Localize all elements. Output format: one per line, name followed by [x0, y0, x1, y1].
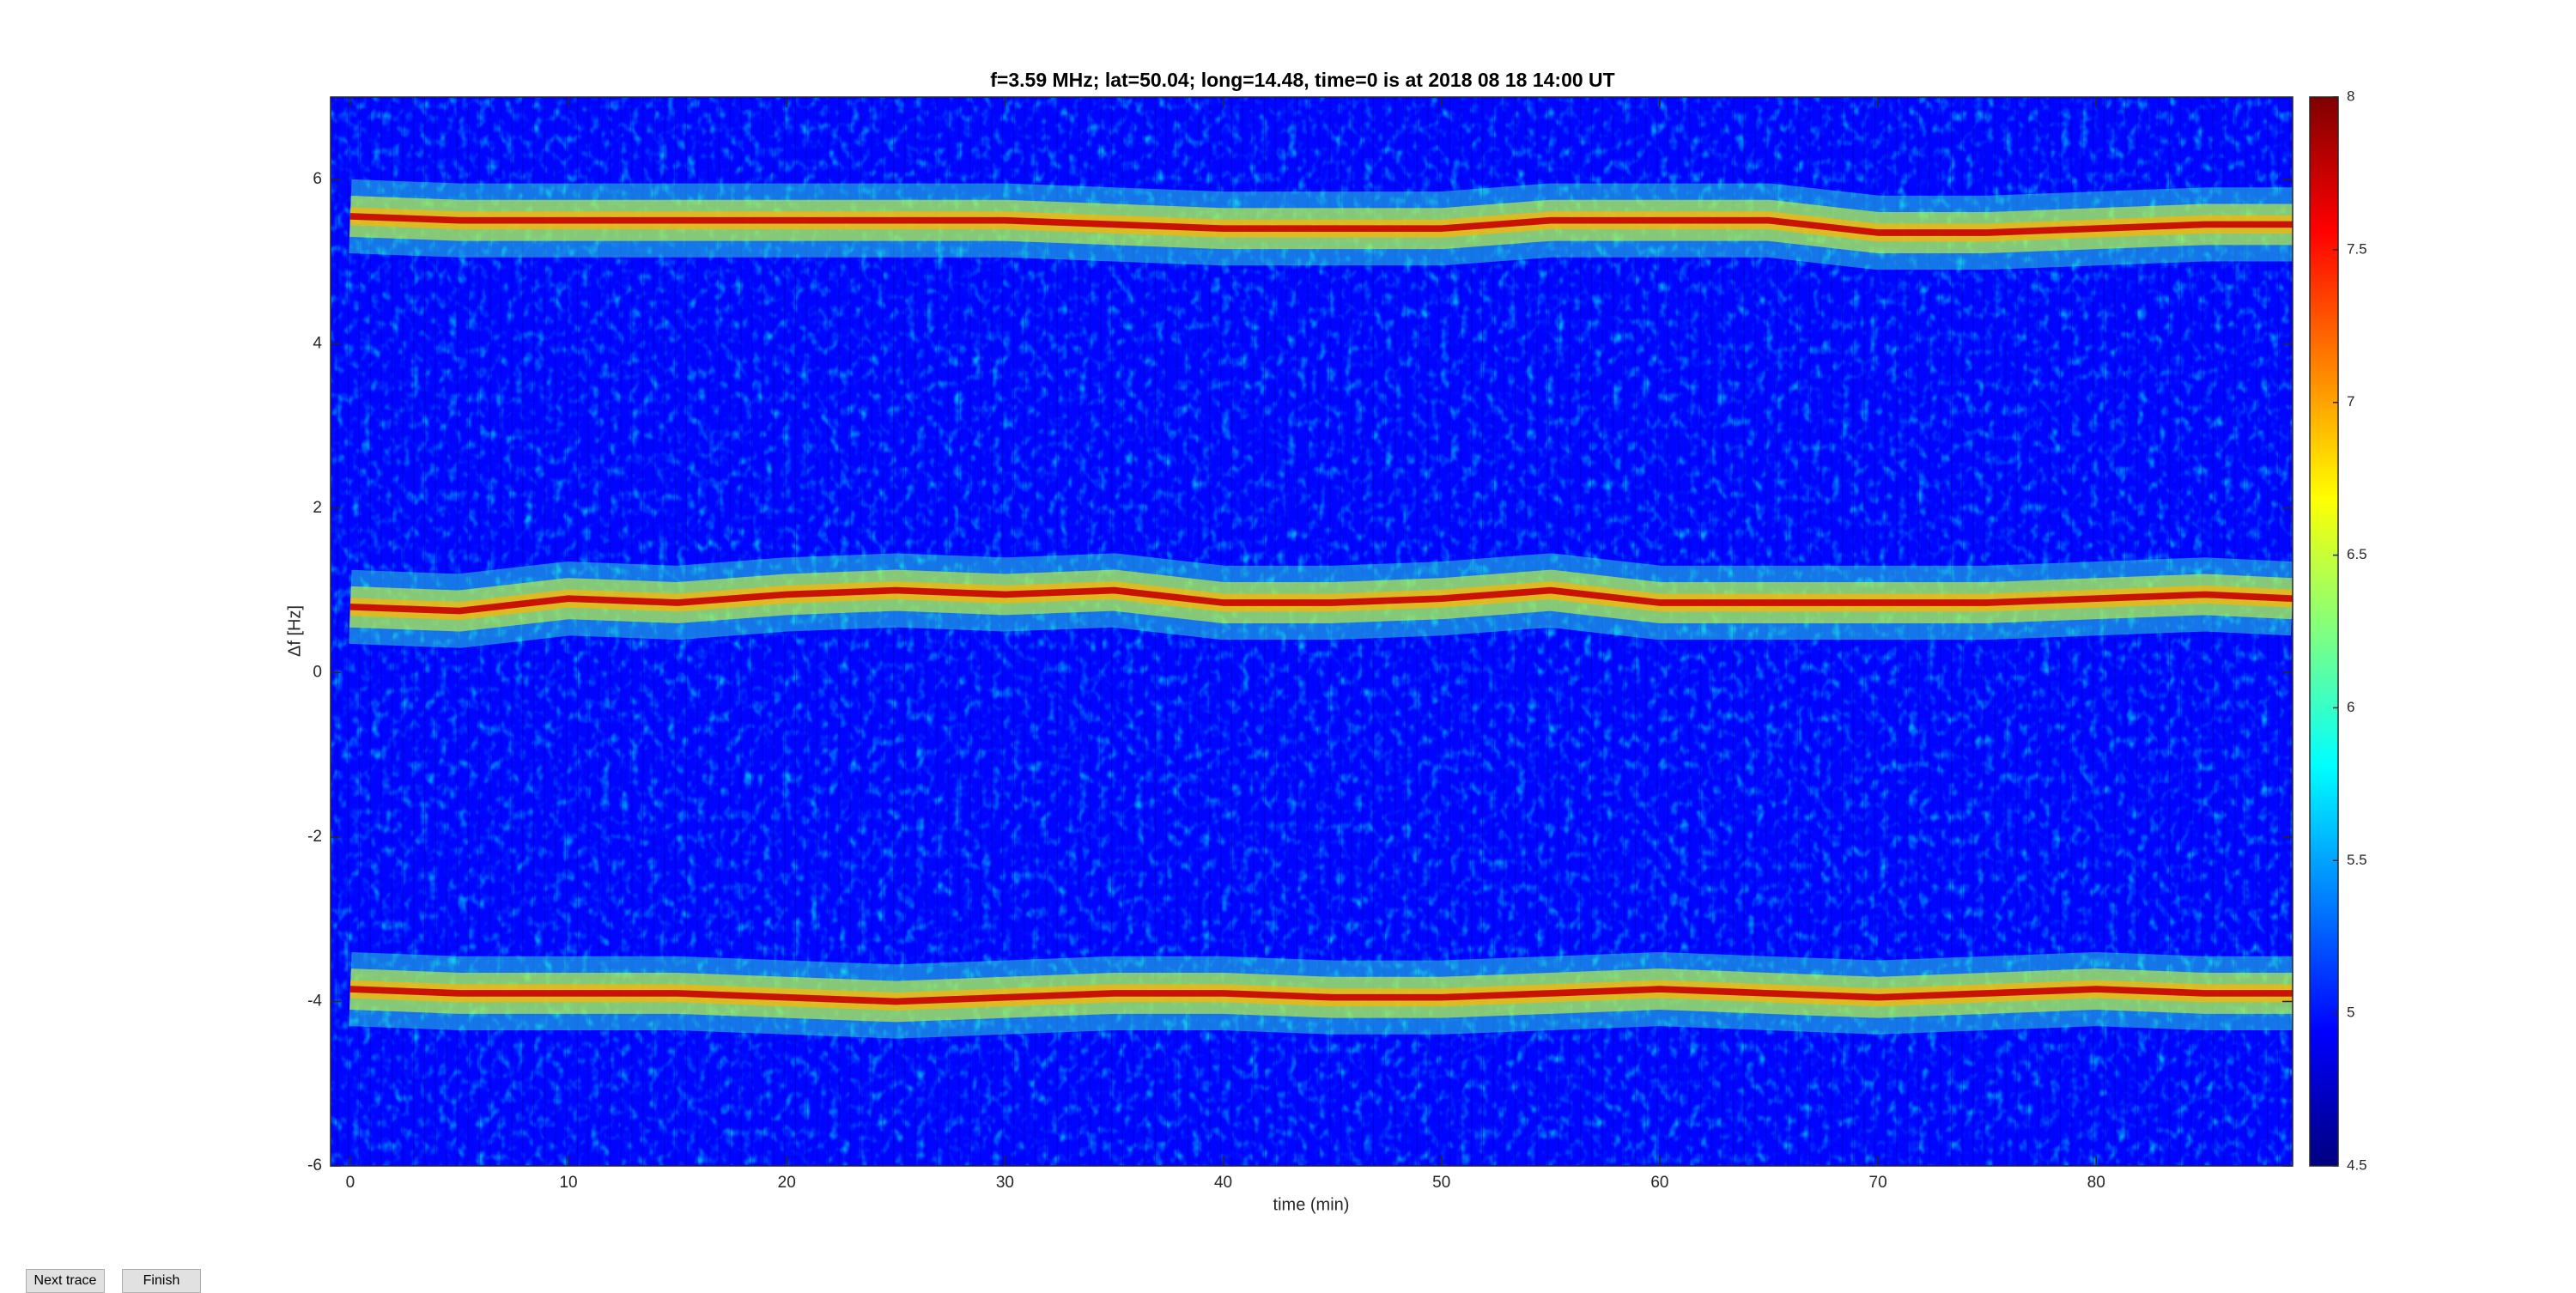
x-tick-label: 60 — [1650, 1174, 1668, 1192]
next-trace-button[interactable]: Next trace — [26, 1269, 105, 1293]
x-tick-label: 0 — [346, 1174, 355, 1192]
colorbar-tick-label: 6 — [2347, 699, 2354, 715]
colorbar-tick-label: 6.5 — [2347, 546, 2367, 562]
axes-box — [330, 96, 2293, 1167]
chart-title: f=3.59 MHz; lat=50.04; long=14.48, time=… — [990, 69, 1614, 91]
colorbar-tick-label: 7.5 — [2347, 240, 2367, 257]
x-tick-label: 30 — [996, 1174, 1014, 1192]
plot-area — [331, 97, 2293, 1166]
colorbar-tick-label: 5 — [2347, 1005, 2354, 1021]
y-tick-label: 6 — [313, 170, 322, 188]
x-tick-label: 80 — [2087, 1174, 2105, 1192]
colorbar-tick-label: 4.5 — [2347, 1156, 2367, 1173]
x-axis-label: time (min) — [1273, 1195, 1350, 1214]
colorbar — [2309, 96, 2339, 1167]
chart: f=3.59 MHz; lat=50.04; long=14.48, time=… — [285, 69, 2367, 1214]
finish-button[interactable]: Finish — [122, 1269, 201, 1293]
y-tick-label: -4 — [307, 992, 322, 1010]
x-tick-label: 70 — [1869, 1174, 1887, 1192]
y-tick-label: 2 — [313, 499, 322, 517]
y-tick-label: 0 — [313, 663, 322, 681]
colorbar-tick-label: 5.5 — [2347, 852, 2367, 868]
colorbar-tick-label: 7 — [2347, 393, 2354, 410]
colorbar-tick-label: 8 — [2347, 88, 2354, 104]
band — [349, 986, 2293, 1005]
y-axis-label: Δf [Hz] — [285, 605, 304, 657]
x-tick-label: 10 — [559, 1174, 577, 1192]
y-tick-label: -6 — [307, 1156, 322, 1175]
x-tick-label: 20 — [778, 1174, 796, 1192]
y-tick-label: 4 — [313, 334, 322, 352]
y-tick-label: -2 — [307, 828, 322, 846]
x-tick-label: 50 — [1432, 1174, 1450, 1192]
band — [349, 213, 2293, 236]
x-tick-label: 40 — [1214, 1174, 1232, 1192]
band — [349, 586, 2293, 615]
